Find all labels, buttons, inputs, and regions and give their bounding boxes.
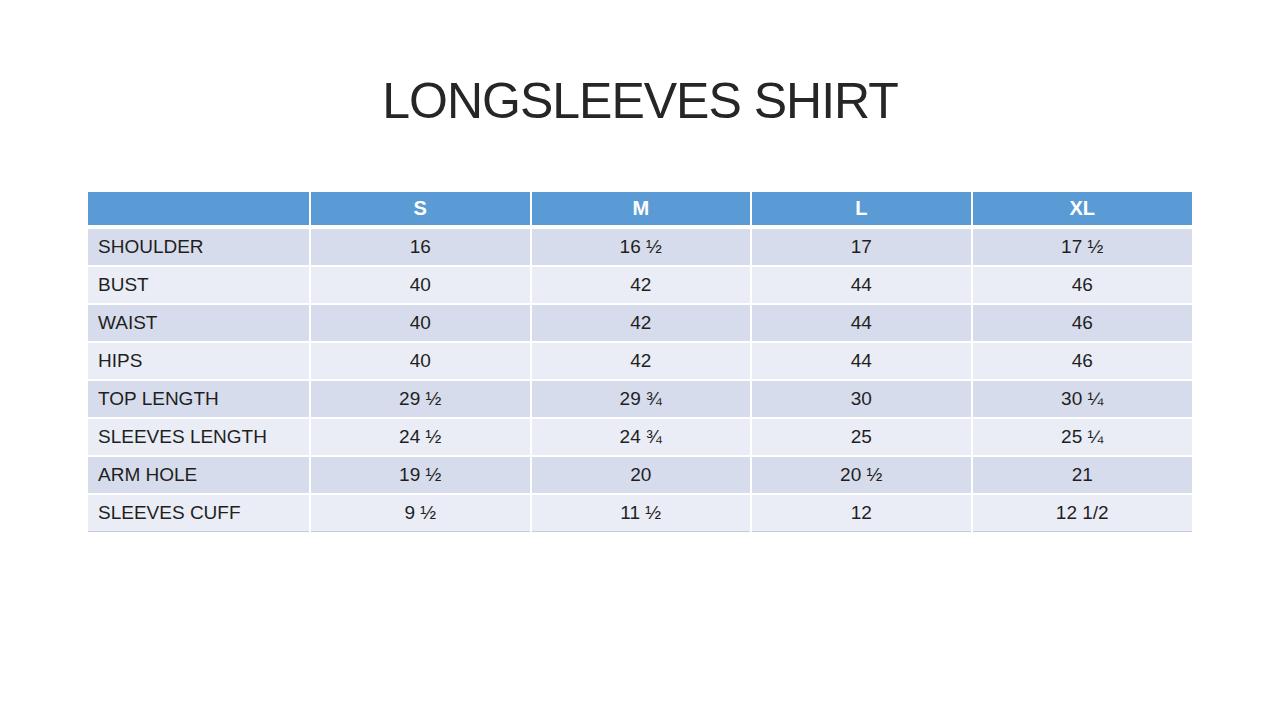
measurement-value-cell: 25 ¼ [972,418,1193,456]
measurement-value-cell: 12 [751,494,972,532]
measurement-value-cell: 11 ½ [531,494,752,532]
table-row: SLEEVES LENGTH24 ½24 ¾2525 ¼ [88,418,1192,456]
measurement-value-cell: 40 [310,304,531,342]
measurement-value-cell: 16 [310,227,531,266]
table-row: ARM HOLE19 ½2020 ½21 [88,456,1192,494]
measurement-value-cell: 16 ½ [531,227,752,266]
table-row: HIPS40424446 [88,342,1192,380]
measurement-value-cell: 24 ½ [310,418,531,456]
measurement-value-cell: 44 [751,304,972,342]
measurement-row-label: HIPS [88,342,310,380]
table-row: SLEEVES CUFF9 ½11 ½1212 1/2 [88,494,1192,532]
measurement-value-cell: 30 ¼ [972,380,1193,418]
size-column-header: S [310,192,531,227]
measurement-row-label: BUST [88,266,310,304]
table-row: BUST40424446 [88,266,1192,304]
header-row: SMLXL [88,192,1192,227]
measurement-value-cell: 29 ½ [310,380,531,418]
table-row: SHOULDER1616 ½1717 ½ [88,227,1192,266]
measurement-value-cell: 17 [751,227,972,266]
table-body: SHOULDER1616 ½1717 ½BUST40424446WAIST404… [88,227,1192,532]
table-header: SMLXL [88,192,1192,227]
measurement-value-cell: 30 [751,380,972,418]
size-column-header: XL [972,192,1193,227]
measurement-value-cell: 46 [972,304,1193,342]
measurement-value-cell: 19 ½ [310,456,531,494]
slide: LONGSLEEVES SHIRT SMLXL SHOULDER1616 ½17… [0,0,1280,720]
measurement-value-cell: 24 ¾ [531,418,752,456]
measurement-row-label: TOP LENGTH [88,380,310,418]
table-row: WAIST40424446 [88,304,1192,342]
measurement-value-cell: 42 [531,304,752,342]
page-title: LONGSLEEVES SHIRT [0,76,1280,126]
measurement-row-label: SLEEVES LENGTH [88,418,310,456]
measurement-value-cell: 29 ¾ [531,380,752,418]
measurement-value-cell: 46 [972,342,1193,380]
measurement-value-cell: 17 ½ [972,227,1193,266]
measurement-value-cell: 44 [751,342,972,380]
measurement-value-cell: 25 [751,418,972,456]
measurement-value-cell: 42 [531,266,752,304]
size-column-header: M [531,192,752,227]
measurement-value-cell: 12 1/2 [972,494,1193,532]
measurement-row-label: SLEEVES CUFF [88,494,310,532]
measurement-row-label: WAIST [88,304,310,342]
measurement-value-cell: 21 [972,456,1193,494]
measurement-value-cell: 46 [972,266,1193,304]
measurement-value-cell: 42 [531,342,752,380]
measurement-row-label: ARM HOLE [88,456,310,494]
measurement-value-cell: 40 [310,266,531,304]
size-chart-table: SMLXL SHOULDER1616 ½1717 ½BUST40424446WA… [88,192,1192,532]
measurement-value-cell: 20 ½ [751,456,972,494]
measurement-value-cell: 9 ½ [310,494,531,532]
measurement-value-cell: 44 [751,266,972,304]
table-row: TOP LENGTH29 ½29 ¾3030 ¼ [88,380,1192,418]
measurement-value-cell: 40 [310,342,531,380]
corner-header-cell [88,192,310,227]
measurement-row-label: SHOULDER [88,227,310,266]
size-column-header: L [751,192,972,227]
measurement-value-cell: 20 [531,456,752,494]
